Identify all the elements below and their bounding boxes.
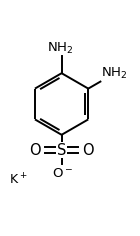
Text: NH$_2$: NH$_2$ <box>47 41 73 56</box>
Text: O$^-$: O$^-$ <box>52 167 74 180</box>
Text: O: O <box>83 143 94 158</box>
Text: K$^+$: K$^+$ <box>9 173 27 188</box>
Text: O: O <box>29 143 41 158</box>
Text: NH$_2$: NH$_2$ <box>101 66 128 81</box>
Text: S: S <box>57 143 66 158</box>
